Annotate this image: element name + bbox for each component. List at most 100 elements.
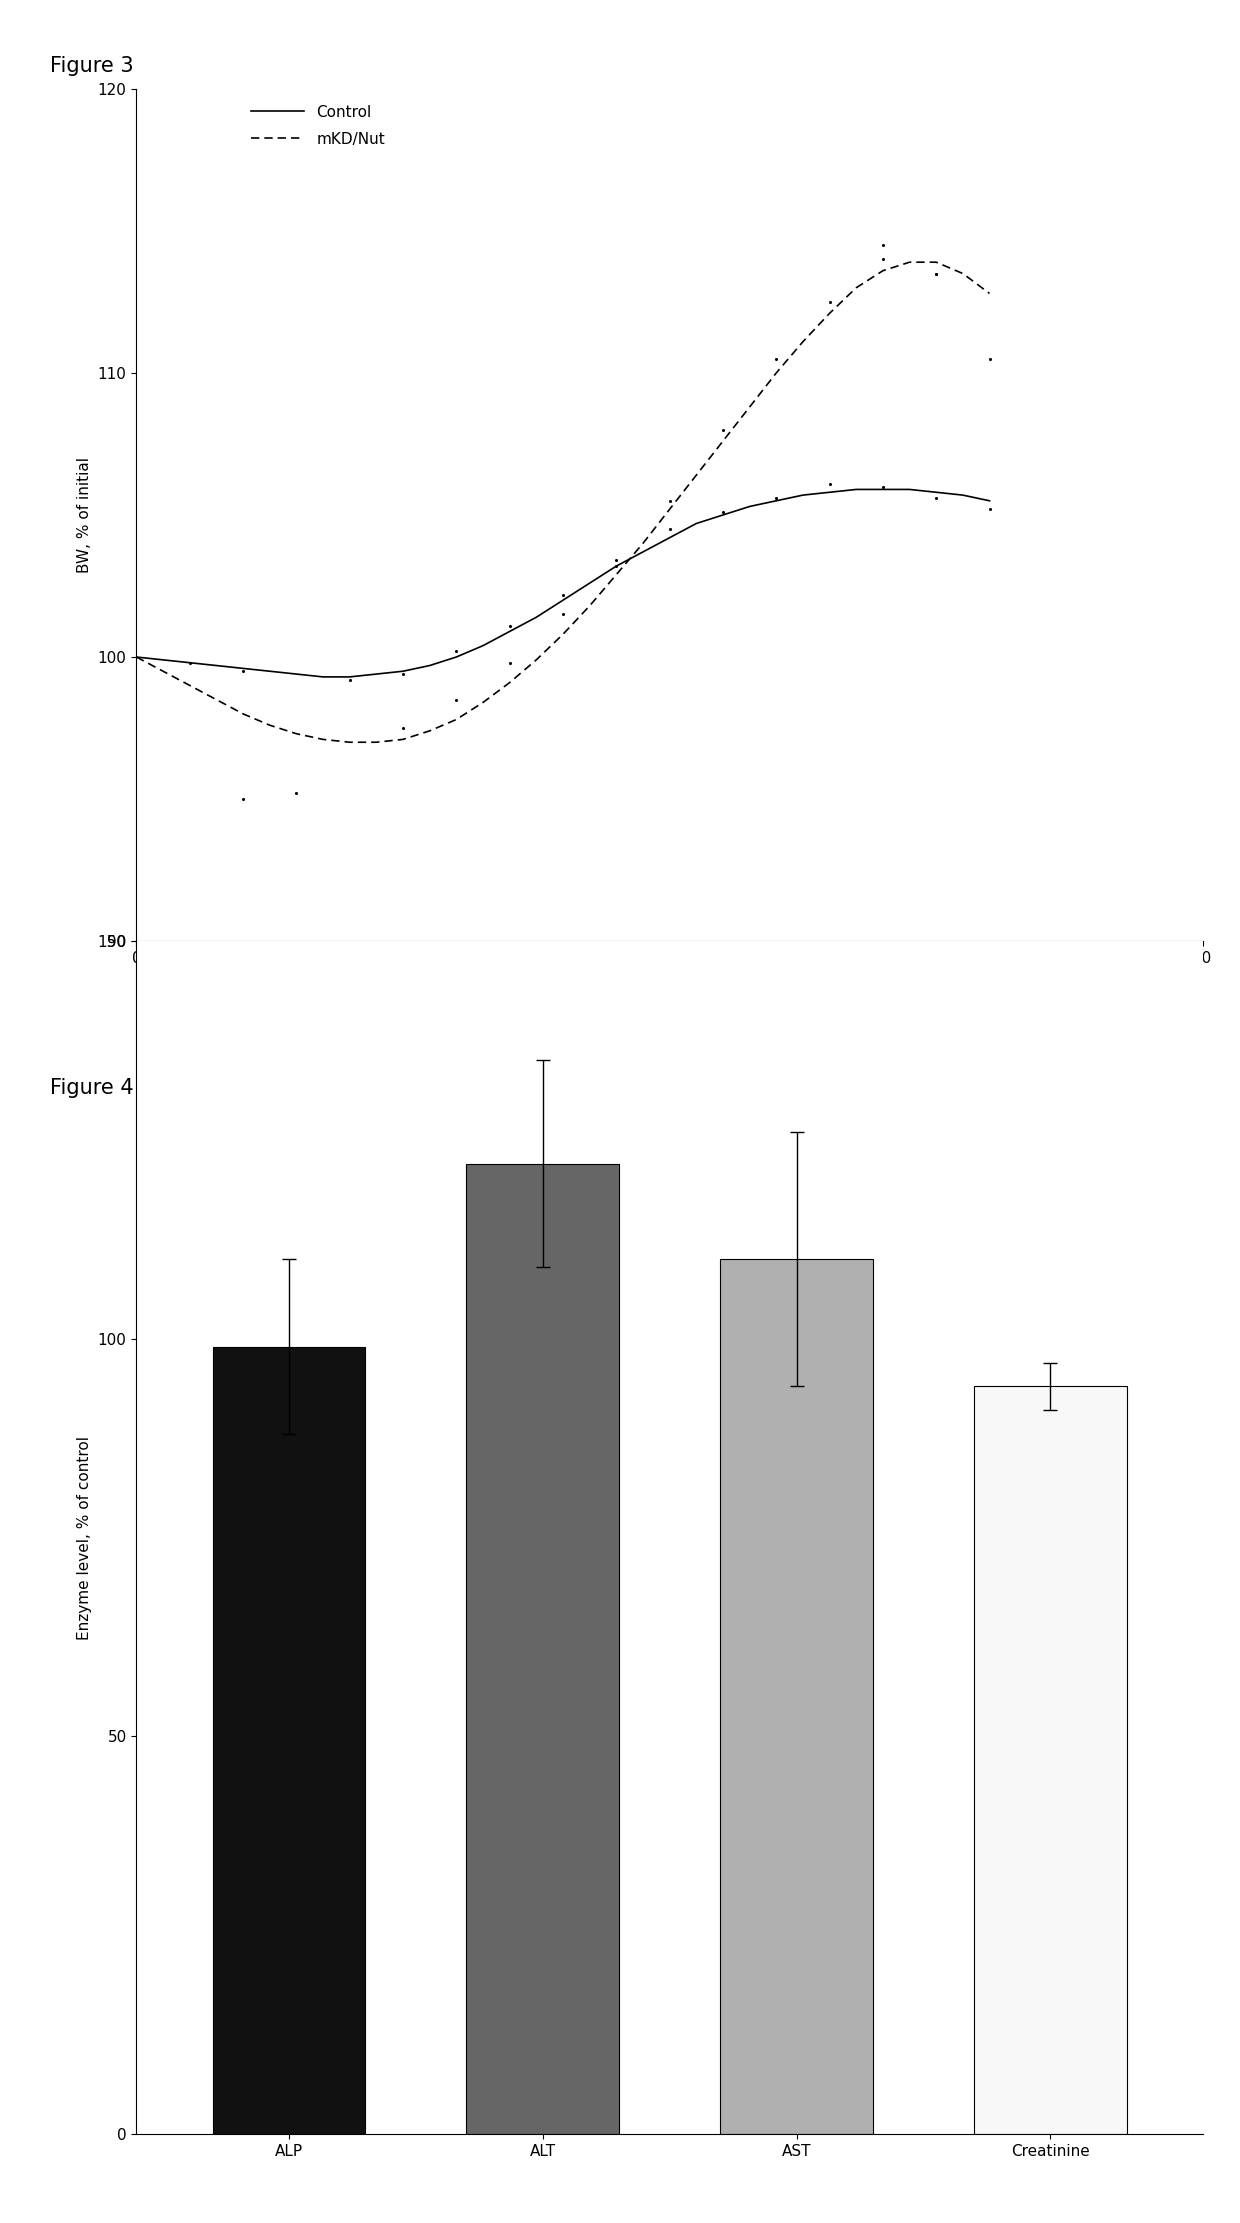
mKD/Nut — [955, 260, 970, 287]
Point — [606, 549, 626, 585]
mKD/Nut — [742, 393, 756, 420]
Point — [766, 480, 786, 516]
mKD/Nut — [156, 658, 171, 685]
Bar — [720, 1258, 873, 2134]
Control — [635, 538, 650, 565]
X-axis label: Time: Time — [647, 971, 692, 989]
mKD/Nut — [982, 280, 997, 307]
mKD/Nut — [129, 645, 144, 671]
Point — [820, 467, 839, 502]
Control — [528, 605, 543, 631]
mKD/Nut — [635, 529, 650, 556]
Control — [129, 645, 144, 671]
mKD/Nut — [396, 727, 410, 754]
mKD/Nut — [475, 689, 490, 716]
mKD/Nut — [422, 718, 436, 745]
mKD/Nut — [528, 647, 543, 674]
Point — [286, 776, 306, 811]
Control — [156, 647, 171, 674]
mKD/Nut — [502, 669, 517, 696]
Point — [873, 242, 893, 278]
mKD/Nut — [715, 427, 730, 453]
mKD/Nut — [929, 249, 944, 276]
mKD/Nut — [822, 300, 837, 327]
Control — [236, 656, 250, 682]
mKD/Nut — [182, 671, 197, 698]
Control — [742, 494, 756, 520]
Control — [688, 511, 703, 538]
Control — [396, 658, 410, 685]
Control — [715, 502, 730, 529]
Control — [822, 478, 837, 505]
Point — [233, 654, 253, 689]
Point — [873, 227, 893, 262]
mKD/Nut — [769, 360, 784, 387]
Point — [926, 480, 946, 516]
mKD/Nut — [315, 727, 330, 754]
Control — [848, 476, 863, 502]
Control — [982, 487, 997, 514]
Control — [769, 487, 784, 514]
Control — [422, 651, 436, 678]
Point — [393, 711, 413, 747]
mKD/Nut — [236, 700, 250, 727]
Point — [553, 596, 573, 631]
Point — [233, 780, 253, 816]
mKD/Nut — [688, 462, 703, 489]
Control — [929, 478, 944, 505]
Point — [660, 511, 680, 547]
Y-axis label: Enzyme level, % of control: Enzyme level, % of control — [77, 1436, 92, 1641]
Point — [820, 285, 839, 320]
mKD/Nut — [609, 562, 624, 589]
mKD/Nut — [342, 729, 357, 756]
Control — [875, 476, 890, 502]
mKD/Nut — [582, 594, 596, 620]
mKD/Nut — [875, 258, 890, 285]
Control — [901, 476, 916, 502]
Point — [713, 494, 733, 529]
mKD/Nut — [208, 687, 223, 714]
mKD/Nut — [848, 273, 863, 300]
Y-axis label: BW, % of initial: BW, % of initial — [77, 458, 92, 574]
mKD/Nut — [289, 720, 304, 747]
Control — [502, 618, 517, 645]
Point — [446, 682, 466, 718]
Point — [766, 340, 786, 376]
Point — [660, 482, 680, 518]
mKD/Nut — [556, 620, 570, 647]
Control — [263, 658, 278, 685]
Control — [208, 651, 223, 678]
Bar — [975, 1387, 1127, 2134]
Control — [449, 645, 464, 671]
Point — [500, 645, 520, 680]
Point — [873, 469, 893, 505]
Control — [315, 665, 330, 691]
mKD/Nut — [263, 711, 278, 738]
Control — [342, 665, 357, 691]
Bar — [466, 1165, 619, 2134]
Point — [926, 256, 946, 291]
Control — [582, 569, 596, 596]
Point — [340, 662, 360, 698]
Point — [500, 609, 520, 645]
Point — [446, 634, 466, 669]
Control — [955, 482, 970, 509]
mKD/Nut — [370, 729, 384, 756]
Line: mKD/Nut: mKD/Nut — [136, 262, 990, 742]
Point — [980, 491, 999, 527]
Legend: Control, mKD/Nut: Control, mKD/Nut — [250, 104, 386, 147]
Point — [926, 256, 946, 291]
Control — [289, 660, 304, 687]
Control — [662, 525, 677, 551]
mKD/Nut — [449, 707, 464, 734]
Control — [795, 482, 810, 509]
Point — [980, 340, 999, 376]
Text: Figure 4: Figure 4 — [50, 1078, 133, 1098]
Control — [609, 554, 624, 580]
Text: Figure 3: Figure 3 — [50, 56, 133, 76]
Point — [180, 645, 200, 680]
mKD/Nut — [795, 329, 810, 356]
Control — [182, 649, 197, 676]
Control — [556, 587, 570, 614]
Point — [713, 411, 733, 447]
